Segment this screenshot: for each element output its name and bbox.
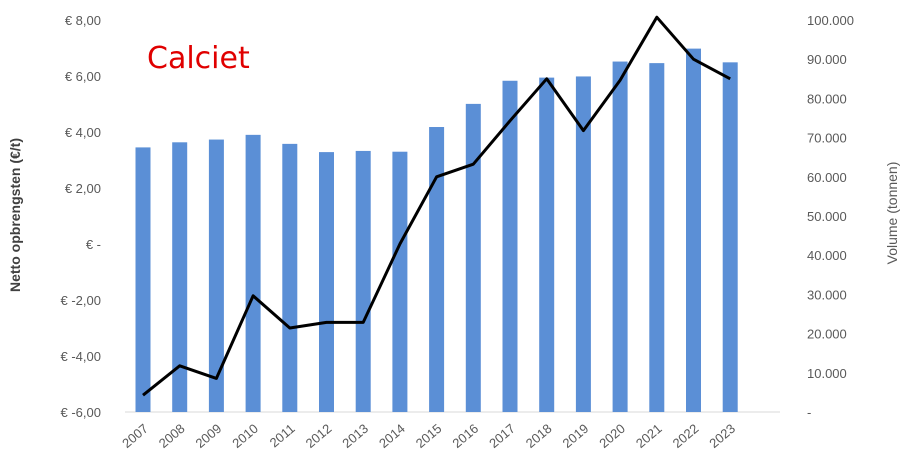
right-tick-label: - bbox=[807, 405, 811, 420]
volume-bar bbox=[208, 139, 224, 412]
left-tick-label: € 8,00 bbox=[65, 13, 101, 28]
right-axis-ticks: 100.000 90.000 80.000 70.000 60.000 50.000 40.… bbox=[807, 13, 854, 420]
volume-bar bbox=[575, 76, 591, 412]
x-tick-label: 2019 bbox=[560, 421, 592, 451]
x-tick-label: 2015 bbox=[413, 421, 445, 451]
x-tick-label: 2020 bbox=[596, 421, 628, 451]
volume-bar bbox=[686, 48, 701, 413]
right-tick-label: 70.000 bbox=[807, 131, 847, 146]
x-tick-label: 2021 bbox=[633, 421, 665, 451]
right-tick-label: 50.000 bbox=[807, 209, 847, 224]
x-tick-label: 2013 bbox=[339, 421, 371, 451]
left-tick-label: € 4,00 bbox=[65, 125, 101, 140]
x-axis-ticks: 2007 2008 2009 2010 2011 2012 2013 2014 2015 2016… bbox=[119, 421, 738, 451]
left-tick-label: € 2,00 bbox=[65, 181, 101, 196]
x-tick-label: 2022 bbox=[670, 421, 702, 451]
chart-title: Calciet bbox=[147, 41, 250, 76]
x-tick-label: 2018 bbox=[523, 421, 555, 451]
volume-bar bbox=[429, 127, 445, 413]
volume-bar bbox=[502, 80, 518, 412]
volume-bar bbox=[135, 147, 151, 412]
left-tick-label: € -6,00 bbox=[61, 405, 101, 420]
right-axis-label: Volume (tonnen) bbox=[884, 162, 900, 265]
x-tick-label: 2011 bbox=[267, 421, 298, 450]
x-tick-label: 2017 bbox=[486, 421, 518, 451]
x-tick-label: 2016 bbox=[449, 421, 481, 451]
right-tick-label: 80.000 bbox=[807, 91, 847, 106]
right-tick-label: 90.000 bbox=[807, 52, 847, 67]
volume-bar bbox=[465, 103, 481, 412]
right-tick-label: 40.000 bbox=[807, 248, 847, 263]
volume-bar bbox=[355, 150, 371, 413]
volume-bar bbox=[649, 63, 665, 413]
volume-bar bbox=[392, 151, 408, 412]
x-tick-label: 2009 bbox=[193, 421, 225, 451]
x-tick-label: 2012 bbox=[303, 421, 335, 451]
x-tick-label: 2007 bbox=[119, 421, 151, 451]
right-tick-label: 100.000 bbox=[807, 13, 854, 28]
left-axis-ticks: € 8,00 € 6,00 € 4,00 € 2,00 € - € -2,00 € -4,0… bbox=[61, 13, 101, 420]
x-tick-label: 2008 bbox=[156, 421, 188, 451]
volume-bar bbox=[282, 143, 298, 412]
x-tick-label: 2023 bbox=[706, 421, 738, 451]
right-tick-label: 10.000 bbox=[807, 366, 847, 381]
left-tick-label: € -2,00 bbox=[61, 293, 101, 308]
right-tick-label: 30.000 bbox=[807, 287, 847, 302]
left-tick-label: € - bbox=[86, 237, 101, 252]
right-tick-label: 60.000 bbox=[807, 170, 847, 185]
volume-bar bbox=[172, 142, 188, 412]
right-tick-label: 20.000 bbox=[807, 327, 847, 342]
volume-bar bbox=[722, 62, 738, 412]
left-axis-label: Netto opbrengsten (€/t) bbox=[7, 138, 23, 292]
volume-bar bbox=[539, 77, 555, 413]
volume-bars bbox=[135, 48, 738, 413]
left-tick-label: € 6,00 bbox=[65, 69, 101, 84]
volume-bar bbox=[319, 152, 334, 412]
x-tick-label: 2010 bbox=[229, 421, 261, 451]
x-tick-label: 2014 bbox=[376, 421, 408, 451]
net-revenue-line bbox=[142, 15, 731, 397]
left-tick-label: € -4,00 bbox=[61, 349, 101, 364]
volume-bar bbox=[612, 61, 628, 412]
volume-bar bbox=[245, 134, 261, 412]
